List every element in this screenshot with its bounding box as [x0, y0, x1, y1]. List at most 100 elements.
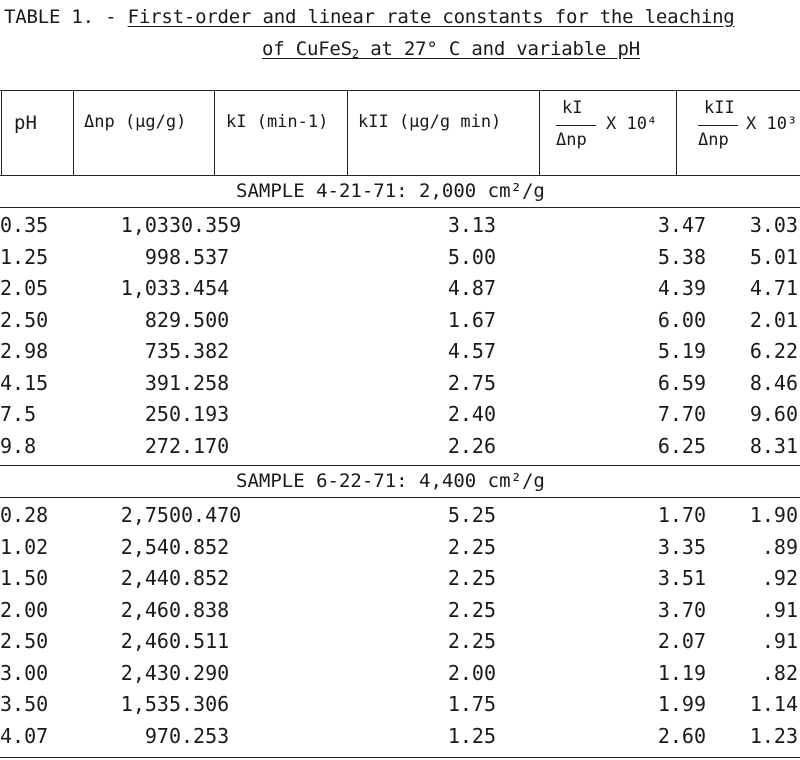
title-line-2: of CuFeS2 at 27° C and variable pH [262, 38, 640, 61]
cell-ph: 4.15 [0, 370, 49, 395]
cell-dnp: 1,033 [120, 213, 181, 237]
section-2-rule [0, 497, 800, 498]
title-text-2-sub: 2 [351, 47, 359, 61]
cell-k11: 2.25 [447, 597, 496, 622]
table-row: 1.02 2,540.852 2.25 3.35 .89 [0, 532, 798, 564]
cell-k1: .852 [181, 566, 230, 590]
cell-ratio2: .82 [761, 660, 798, 685]
section-2-top-rule [0, 465, 800, 466]
cell-ratio2: 9.60 [749, 402, 798, 426]
cell-dnp: 250 [144, 402, 181, 426]
ratio2-numerator: kII [704, 98, 735, 118]
cell-ratio2: 8.46 [749, 370, 798, 395]
cell-ratio1: 5.19 [657, 339, 706, 363]
cell-ph: 2.98 [0, 339, 49, 363]
title-line-1: TABLE 1. - First-order and linear rate c… [4, 6, 735, 28]
cell-ph: 2.00 [0, 597, 49, 622]
cell-dnp: 1,535 [120, 692, 181, 716]
cell-k11: 4.87 [447, 276, 496, 300]
cell-k1: .258 [181, 370, 230, 395]
cell-ratio1: 2.07 [657, 629, 706, 653]
header-k1: kI (min-1) [226, 112, 329, 132]
table-row: 3.00 2,430.290 2.00 1.19 .82 [0, 658, 798, 690]
cell-k11: 4.57 [447, 339, 496, 363]
section-label-1: SAMPLE 4-21-71: 2,000 cm²/g [236, 180, 545, 202]
cell-dnp: 735 [144, 339, 181, 363]
cell-ratio2: 1.90 [749, 503, 798, 527]
cell-ratio2: .89 [761, 534, 798, 559]
cell-k11: 3.13 [447, 213, 496, 237]
cell-dnp: 1,033 [120, 276, 181, 300]
cell-k1: .382 [181, 339, 230, 363]
cell-k11: 1.67 [447, 307, 496, 332]
cell-dnp: 2,440 [120, 566, 181, 590]
ratio1-denominator: Δnp [556, 130, 587, 150]
title-text-2-post: at 27° C and variable pH [358, 38, 640, 60]
cell-ph: 2.05 [0, 276, 49, 300]
cell-dnp: 272 [144, 433, 181, 458]
cell-ratio1: 6.59 [657, 370, 706, 395]
header-k11: kII (μg/g min) [358, 112, 502, 132]
table-row: 2.00 2,460.838 2.25 3.70 .91 [0, 595, 798, 627]
table-row: 2.05 1,033.454 4.87 4.39 4.71 [0, 273, 798, 305]
col-divider-0 [1, 90, 2, 176]
cell-k1: .500 [181, 307, 230, 332]
section-1-table: 0.35 1,033 0.359 3.13 3.47 3.03 1.25 998.537 5.0… [0, 210, 798, 462]
cell-k11: 2.25 [447, 629, 496, 653]
table-row: 0.28 2,750 0.470 5.25 1.70 1.90 [0, 500, 798, 532]
header-top-rule [0, 90, 800, 91]
table-row: 7.5 250.193 2.40 7.70 9.60 [0, 399, 798, 431]
table-row: 0.35 1,033 0.359 3.13 3.47 3.03 [0, 210, 798, 242]
table-row: 1.25 998.537 5.00 5.38 5.01 [0, 242, 798, 274]
ratio2-bar [698, 125, 738, 126]
cell-ph: 2.50 [0, 629, 49, 653]
cell-ratio1: 3.47 [657, 213, 706, 237]
table-row: 1.50 2,440.852 2.25 3.51 .92 [0, 563, 798, 595]
cell-k1: .306 [181, 692, 230, 716]
cell-k11: 2.00 [447, 660, 496, 685]
cell-dnp: 829 [144, 307, 181, 332]
cell-k11: 2.75 [447, 370, 496, 395]
cell-dnp: 391 [144, 370, 181, 395]
cell-ph: 1.02 [0, 534, 49, 559]
cell-ratio1: 2.60 [657, 723, 706, 748]
cell-ratio1: 4.39 [657, 276, 706, 300]
cell-k11: 5.25 [447, 503, 496, 527]
cell-k11: 1.25 [447, 723, 496, 748]
cell-k1: .193 [181, 402, 230, 426]
cell-k1: 0.470 [181, 503, 242, 527]
ratio1-numerator: kI [562, 98, 583, 118]
cell-ratio2: 1.14 [749, 692, 798, 716]
section-1-rule [0, 207, 800, 208]
table-row: 3.50 1,535.306 1.75 1.99 1.14 [0, 689, 798, 721]
cell-k1: .253 [181, 723, 230, 748]
col-divider-2 [214, 90, 215, 176]
cell-k1: .537 [181, 244, 230, 269]
cell-ratio2: 8.31 [749, 433, 798, 458]
cell-ph: 7.5 [0, 402, 37, 426]
cell-ph: 4.07 [0, 723, 49, 748]
cell-ratio2: 5.01 [749, 244, 798, 269]
cell-k1: .511 [181, 629, 230, 653]
table-row: 9.8 272.170 2.26 6.25 8.31 [0, 431, 798, 463]
cell-k1: .290 [181, 660, 230, 685]
table-row: 2.98 735.382 4.57 5.19 6.22 [0, 336, 798, 368]
cell-ratio2: 2.01 [749, 307, 798, 332]
cell-ratio1: 5.38 [657, 244, 706, 269]
cell-dnp: 970 [144, 723, 181, 748]
section-2-table: 0.28 2,750 0.470 5.25 1.70 1.90 1.02 2,540.852 2… [0, 500, 798, 752]
cell-dnp: 2,430 [120, 660, 181, 685]
cell-ratio2: 1.23 [749, 723, 798, 748]
cell-k1: .454 [181, 276, 230, 300]
cell-ratio1: 6.00 [657, 307, 706, 332]
cell-k1: .170 [181, 433, 230, 458]
header-dnp: Δnp (μg/g) [84, 112, 187, 132]
cell-ratio1: 1.99 [657, 692, 706, 716]
col-divider-1 [73, 90, 74, 176]
cell-k11: 2.26 [447, 433, 496, 458]
cell-ratio1: 3.35 [657, 534, 706, 559]
table-row: 4.15 391.258 2.75 6.59 8.46 [0, 368, 798, 400]
cell-ratio1: 7.70 [657, 402, 706, 426]
cell-k1: 0.359 [181, 213, 242, 237]
cell-ph: 3.50 [0, 692, 49, 716]
